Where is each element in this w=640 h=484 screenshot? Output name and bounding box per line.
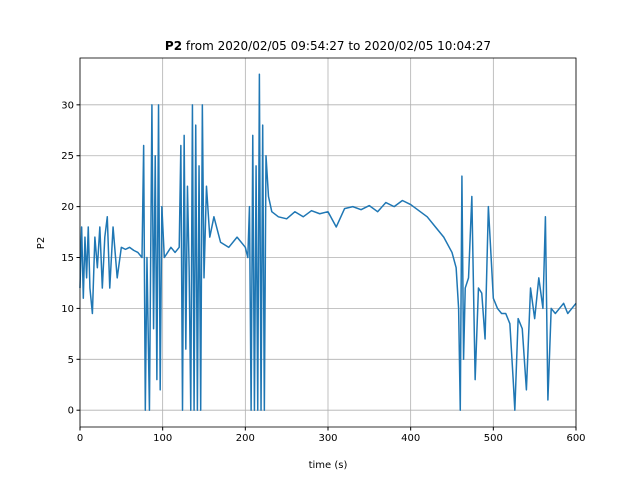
data-line (79, 73, 577, 411)
x-axis-label: time (s) (309, 460, 348, 471)
title-text: from 2020/02/05 09:54:27 to 2020/02/05 1… (186, 39, 491, 53)
x-tick-label: 300 (318, 433, 337, 444)
y-axis-label: P2 (36, 237, 47, 249)
y-tick-label: 20 (61, 202, 74, 213)
x-tick-label: 400 (401, 433, 420, 444)
chart-title: P2 from 2020/02/05 09:54:27 to 2020/02/0… (165, 39, 491, 53)
x-tick-label: 500 (484, 433, 503, 444)
y-tick-label: 15 (61, 253, 74, 264)
y-tick-label: 30 (61, 100, 74, 111)
x-tick-label: 100 (153, 433, 172, 444)
y-tick-label: 5 (68, 355, 74, 366)
title-bold: P2 (165, 39, 182, 53)
y-tick-label: 25 (61, 151, 74, 162)
plot-frame (79, 57, 577, 428)
x-tick-label: 0 (77, 433, 83, 444)
y-tick-label: 0 (68, 406, 74, 417)
x-tick-label: 600 (566, 433, 585, 444)
x-tick-label: 200 (236, 433, 255, 444)
y-tick-label: 10 (61, 304, 74, 315)
